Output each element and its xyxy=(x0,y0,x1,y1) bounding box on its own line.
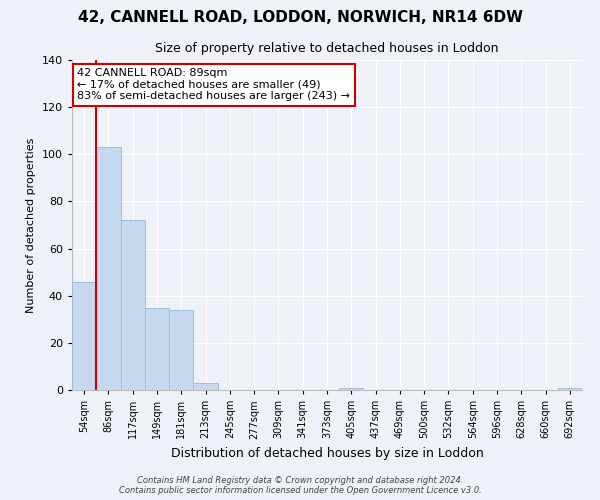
Y-axis label: Number of detached properties: Number of detached properties xyxy=(26,138,36,312)
Bar xyxy=(558,388,582,390)
Text: 42 CANNELL ROAD: 89sqm
← 17% of detached houses are smaller (49)
83% of semi-det: 42 CANNELL ROAD: 89sqm ← 17% of detached… xyxy=(77,68,350,102)
X-axis label: Distribution of detached houses by size in Loddon: Distribution of detached houses by size … xyxy=(170,447,484,460)
Bar xyxy=(72,282,96,390)
Bar xyxy=(121,220,145,390)
Bar xyxy=(96,147,121,390)
Title: Size of property relative to detached houses in Loddon: Size of property relative to detached ho… xyxy=(155,42,499,54)
Bar xyxy=(193,383,218,390)
Bar xyxy=(145,308,169,390)
Text: 42, CANNELL ROAD, LODDON, NORWICH, NR14 6DW: 42, CANNELL ROAD, LODDON, NORWICH, NR14 … xyxy=(77,10,523,25)
Bar xyxy=(169,310,193,390)
Bar xyxy=(339,388,364,390)
Text: Contains HM Land Registry data © Crown copyright and database right 2024.
Contai: Contains HM Land Registry data © Crown c… xyxy=(119,476,481,495)
